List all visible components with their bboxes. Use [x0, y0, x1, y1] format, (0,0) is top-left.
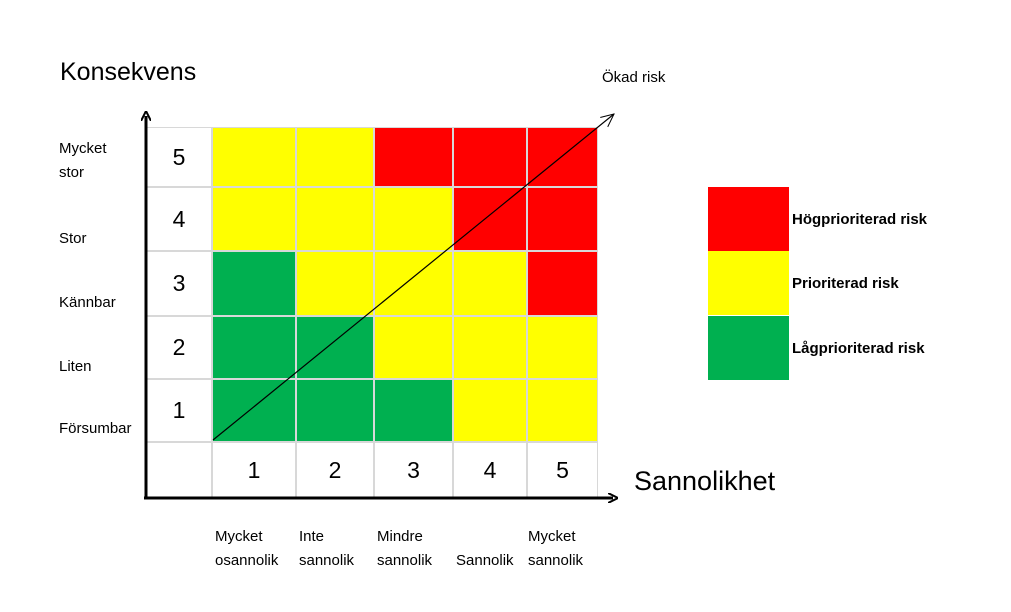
matrix-cell-yellow	[527, 379, 598, 442]
column-number-3: 3	[374, 442, 453, 499]
column-label-line: Mindre	[377, 528, 423, 545]
column-label: Sannolik	[456, 525, 514, 573]
row-label-line: Mycket	[59, 140, 107, 157]
legend-swatch-red	[708, 187, 789, 251]
y-axis-title: Konsekvens	[60, 58, 197, 86]
matrix-cell-red	[527, 251, 598, 316]
row-label: Kännbar	[59, 291, 154, 315]
matrix-cell-green	[296, 379, 374, 442]
matrix-cell-yellow	[453, 316, 527, 379]
matrix-cell-green	[296, 316, 374, 379]
matrix-cell-yellow	[212, 187, 296, 251]
matrix-cell-red	[527, 187, 598, 251]
column-label-line: sannolik	[299, 552, 355, 569]
matrix-cell-yellow	[374, 251, 453, 316]
row-number-4: 4	[146, 187, 212, 251]
row-label: Mycket stor	[59, 137, 154, 185]
column-label-line: sannolik	[377, 552, 433, 569]
legend-label: Prioriterad risk	[792, 275, 899, 292]
column-label: Mycket sannolik	[528, 525, 583, 573]
column-label: Mindre sannolik	[377, 525, 432, 573]
matrix-cell-yellow	[296, 127, 374, 187]
matrix-cell-yellow	[374, 316, 453, 379]
row-label-line: Liten	[59, 358, 92, 375]
column-label: Inte sannolik	[299, 525, 354, 573]
column-label-line: Mycket	[528, 528, 576, 545]
matrix-cell-red	[453, 187, 527, 251]
row-label-line: stor	[59, 164, 85, 181]
matrix-cell-yellow	[453, 251, 527, 316]
row-number-5: 5	[146, 127, 212, 187]
row-label: Liten	[59, 355, 154, 379]
matrix-cell-yellow	[296, 187, 374, 251]
matrix-cell-red	[374, 127, 453, 187]
row-number-3: 3	[146, 251, 212, 316]
column-label-line: Sannolik	[456, 552, 514, 569]
column-label-line: Inte	[299, 528, 325, 545]
matrix-cell-green	[212, 251, 296, 316]
matrix-cell-green	[212, 316, 296, 379]
column-label-line: osannolik	[215, 552, 279, 569]
row-number-1: 1	[146, 379, 212, 442]
column-number-2: 2	[296, 442, 374, 499]
row-label: Försumbar	[59, 417, 154, 441]
column-label: Mycket osannolik	[215, 525, 278, 573]
column-number-1: 1	[212, 442, 296, 499]
row-label: Stor	[59, 227, 154, 251]
column-label-line: sannolik	[528, 552, 584, 569]
matrix-cell-red	[453, 127, 527, 187]
matrix-cell-green	[212, 379, 296, 442]
matrix-cell-green	[374, 379, 453, 442]
column-number-5: 5	[527, 442, 598, 499]
column-number-4: 4	[453, 442, 527, 499]
legend-label: Lågprioriterad risk	[792, 340, 925, 357]
matrix-cell-yellow	[212, 127, 296, 187]
x-axis-title: Sannolikhet	[634, 466, 776, 496]
matrix-cell-yellow	[527, 316, 598, 379]
legend-swatch-green	[708, 316, 789, 380]
matrix-cell-yellow	[453, 379, 527, 442]
row-label-line: Kännbar	[59, 294, 116, 311]
matrix-cell-yellow	[296, 251, 374, 316]
matrix-cell-yellow	[374, 187, 453, 251]
legend-label: Högprioriterad risk	[792, 211, 928, 228]
row-number-2: 2	[146, 316, 212, 379]
row-label-line: Stor	[59, 230, 87, 247]
row-label-line: Försumbar	[59, 420, 132, 437]
column-label-line: Mycket	[215, 528, 263, 545]
increased-risk-diagonal	[212, 114, 614, 441]
corner-cell	[146, 442, 212, 499]
increased-risk-label: Ökad risk	[602, 69, 666, 86]
legend-swatch-yellow	[708, 251, 789, 315]
